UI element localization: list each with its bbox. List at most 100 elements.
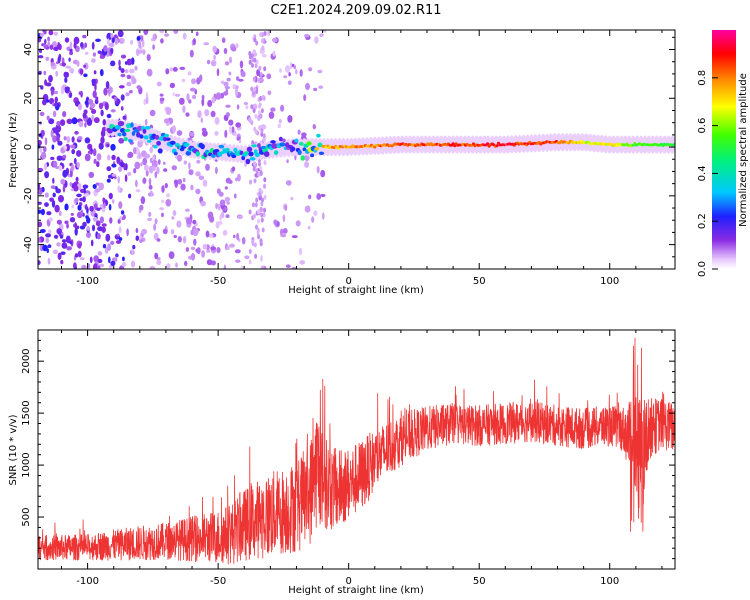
noise-speckle bbox=[126, 74, 131, 80]
noise-speckle bbox=[218, 191, 224, 197]
noise-speckle bbox=[316, 166, 320, 174]
noise-speckle bbox=[143, 164, 149, 172]
noise-speckle bbox=[193, 238, 197, 246]
noise-speckle bbox=[223, 81, 229, 87]
noise-speckle bbox=[120, 38, 125, 43]
noise-speckle bbox=[295, 220, 301, 227]
noise-speckle bbox=[88, 171, 95, 178]
noise-speckle bbox=[181, 78, 186, 83]
noise-speckle bbox=[235, 43, 239, 49]
noise-speckle bbox=[69, 240, 72, 245]
x-tick-label: 50 bbox=[473, 276, 486, 287]
ridge-blob bbox=[184, 142, 190, 147]
ridge-blob bbox=[279, 142, 286, 147]
noise-speckle bbox=[224, 86, 231, 90]
noise-speckle bbox=[56, 242, 61, 247]
noise-speckle bbox=[165, 199, 172, 207]
noise-speckle bbox=[97, 258, 103, 264]
noise-speckle bbox=[318, 85, 324, 89]
noise-speckle bbox=[111, 199, 115, 204]
noise-speckle bbox=[156, 81, 162, 87]
noise-speckle bbox=[131, 248, 134, 255]
noise-speckle bbox=[135, 228, 139, 233]
noise-speckle bbox=[84, 137, 91, 144]
noise-speckle bbox=[287, 80, 292, 85]
ridge-blob bbox=[231, 154, 237, 159]
noise-speckle bbox=[76, 193, 82, 198]
ridge-blob bbox=[318, 151, 325, 155]
noise-speckle bbox=[115, 240, 122, 244]
noise-speckle bbox=[248, 59, 252, 65]
noise-speckle bbox=[268, 111, 275, 119]
noise-speckle bbox=[174, 93, 181, 97]
noise-speckle bbox=[120, 68, 125, 74]
noise-speckle bbox=[56, 219, 63, 225]
noise-speckle bbox=[236, 104, 240, 110]
noise-speckle bbox=[86, 231, 91, 238]
ridge-blob bbox=[251, 144, 258, 148]
noise-speckle bbox=[291, 235, 298, 239]
noise-speckle bbox=[122, 256, 125, 262]
noise-speckle bbox=[234, 132, 237, 137]
noise-speckle bbox=[118, 65, 122, 71]
noise-speckle bbox=[80, 209, 84, 216]
noise-speckle bbox=[127, 151, 134, 158]
noise-speckle bbox=[163, 161, 166, 165]
noise-speckle bbox=[258, 191, 262, 197]
y-tick-label: 40 bbox=[23, 43, 34, 56]
y-tick-label: 2000 bbox=[21, 348, 32, 373]
ridge-blob bbox=[278, 136, 283, 142]
colorbar-tick-label: 0.4 bbox=[697, 165, 708, 181]
noise-speckle bbox=[260, 128, 264, 134]
noise-speckle bbox=[139, 235, 142, 240]
ridge-blob bbox=[195, 151, 200, 157]
noise-speckle bbox=[170, 229, 175, 235]
noise-speckle bbox=[48, 118, 55, 125]
noise-speckle bbox=[210, 246, 217, 251]
noise-speckle bbox=[234, 88, 239, 96]
noise-speckle bbox=[237, 215, 243, 219]
noise-speckle bbox=[249, 118, 252, 124]
noise-speckle bbox=[189, 87, 196, 92]
noise-speckle bbox=[182, 236, 187, 244]
noise-speckle bbox=[320, 169, 326, 178]
noise-speckle bbox=[234, 249, 241, 254]
ridge-blob bbox=[124, 128, 131, 133]
ridge-blob bbox=[273, 150, 279, 156]
ridge-blob bbox=[243, 151, 249, 155]
noise-speckle bbox=[92, 263, 98, 269]
noise-speckle bbox=[190, 184, 194, 191]
noise-speckle bbox=[192, 219, 197, 225]
noise-speckle bbox=[252, 49, 256, 55]
noise-speckle bbox=[48, 30, 54, 36]
snr-panel: -100 -50 0 50 100 500 1000 1500 2000 Height of … bbox=[8, 329, 676, 596]
colorbar-tick-label: 0.6 bbox=[697, 118, 708, 134]
noise-speckle bbox=[257, 209, 261, 215]
noise-speckle bbox=[191, 78, 196, 85]
noise-speckle bbox=[213, 54, 216, 60]
ridge-blob bbox=[254, 152, 260, 158]
noise-speckle bbox=[43, 162, 48, 171]
noise-speckle bbox=[215, 166, 218, 175]
noise-speckle bbox=[251, 239, 255, 245]
noise-speckle bbox=[176, 154, 183, 162]
noise-speckle bbox=[136, 85, 142, 90]
noise-speckle bbox=[64, 203, 69, 211]
noise-speckle bbox=[73, 42, 77, 49]
ridge-blob bbox=[163, 133, 169, 138]
noise-speckle bbox=[120, 106, 124, 111]
noise-speckle bbox=[70, 212, 74, 216]
noise-speckle bbox=[52, 41, 57, 48]
noise-speckle bbox=[212, 45, 217, 53]
noise-speckle bbox=[204, 109, 210, 117]
noise-speckle bbox=[60, 178, 66, 185]
noise-speckle bbox=[214, 117, 220, 125]
noise-speckle bbox=[78, 91, 82, 95]
noise-speckle bbox=[159, 30, 165, 34]
colorbar-label: Normalized spectral amplitude bbox=[738, 73, 749, 227]
noise-speckle bbox=[196, 159, 201, 164]
noise-speckle bbox=[239, 60, 244, 69]
noise-speckle bbox=[119, 216, 123, 221]
noise-speckle bbox=[278, 118, 282, 124]
noise-speckle bbox=[288, 72, 291, 77]
